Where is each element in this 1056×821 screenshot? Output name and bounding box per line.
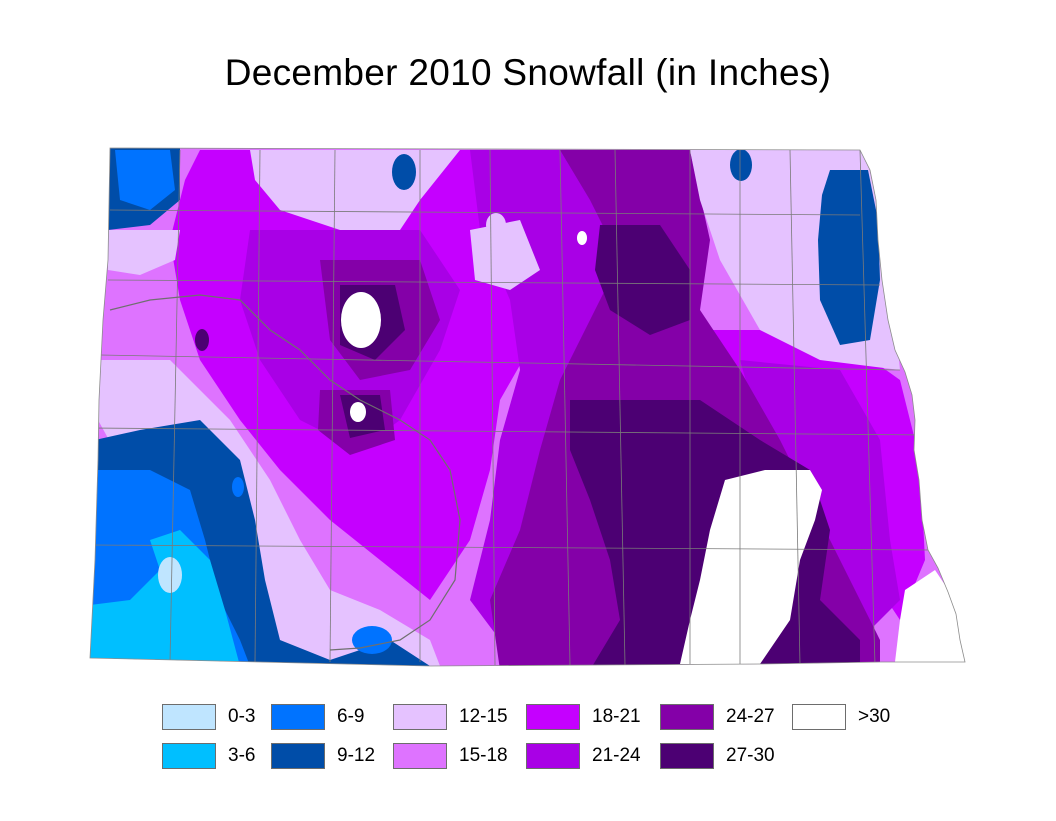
legend-swatch [162,704,216,730]
zone-12-15-nw [108,230,180,275]
zone-12-15-mid [470,220,540,290]
legend-label: 12-15 [459,706,508,727]
zone-6-9-spot-2 [352,626,392,654]
zone-27-30-spot [195,329,209,351]
legend-swatch [393,704,447,730]
map-title: December 2010 Snowfall (in Inches) [224,52,832,93]
legend-label: 6-9 [337,706,365,727]
zone-0-3-spot [158,557,182,593]
legend-label: 24-27 [726,706,775,727]
zone-3-6 [90,530,240,666]
snowfall-contours [90,148,965,666]
legend-swatch [526,743,580,769]
legend-swatch [271,704,325,730]
legend-label: 3-6 [228,745,256,766]
legend-label: 9-12 [337,745,376,766]
legend-label: 27-30 [726,745,775,766]
legend-label: 0-3 [228,706,256,727]
legend-label: >30 [858,706,891,727]
legend-swatch [526,704,580,730]
zone-over-30-dot [577,231,587,245]
legend-label: 21-24 [592,745,641,766]
zone-12-15-dot [486,213,506,237]
zone-over-30-corner [895,570,965,662]
zone-6-9-spot [232,477,244,497]
zone-27-30-north [595,225,690,335]
zone-over-30-southeast [680,470,822,664]
legend-swatch [660,704,714,730]
zone-over-30-west-2 [350,402,366,422]
missouri-river [109,294,461,651]
legend-label: 15-18 [459,745,508,766]
legend-swatch [162,743,216,769]
legend-swatch [792,704,846,730]
state-outline [89,147,966,667]
zone-9-12-spot [392,154,416,190]
zone-over-30-west [341,292,381,348]
legend-swatch [660,743,714,769]
zone-9-12-spot-2 [730,149,752,181]
legend-swatch [271,743,325,769]
county-lines [90,149,931,666]
legend-swatch [393,743,447,769]
zone-6-9-northwest [115,150,175,210]
legend-label: 18-21 [592,706,641,727]
